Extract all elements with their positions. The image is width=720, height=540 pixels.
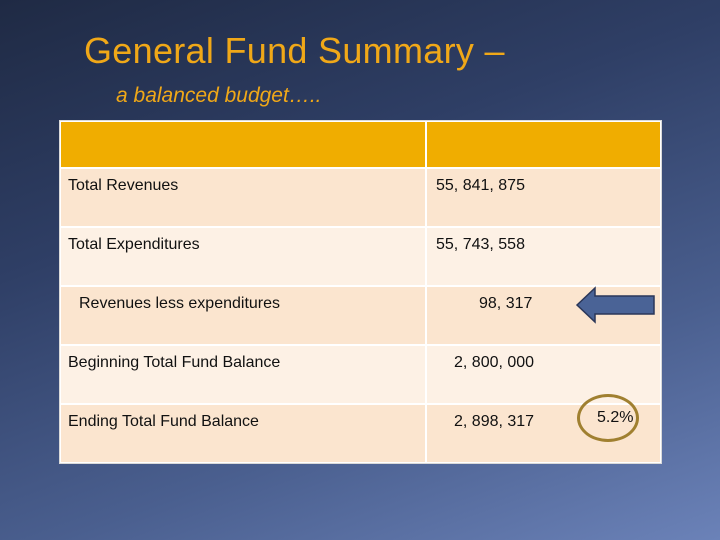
row-label-ending-fund-balance: Ending Total Fund Balance — [60, 404, 426, 463]
row-label-revenues-less-expenditures: Revenues less expenditures — [60, 286, 426, 345]
slide-subtitle: a balanced budget….. — [116, 84, 322, 107]
row-label-beginning-fund-balance: Beginning Total Fund Balance — [60, 345, 426, 404]
ending-balance-percent: 5.2% — [597, 409, 634, 426]
row-value-beginning-fund-balance: 2, 800, 000 — [426, 345, 661, 404]
left-arrow-icon — [575, 286, 655, 324]
row-value-total-revenues: 55, 841, 875 — [426, 168, 661, 227]
row-value-total-expenditures: 55, 743, 558 — [426, 227, 661, 286]
table-header-cell — [60, 121, 426, 168]
percent-highlight-ring — [577, 394, 639, 442]
table-header-cell — [426, 121, 661, 168]
row-label-total-expenditures: Total Expenditures — [60, 227, 426, 286]
slide-title: General Fund Summary – — [84, 30, 505, 71]
row-label-total-revenues: Total Revenues — [60, 168, 426, 227]
fund-summary-table: Total Revenues 55, 841, 875 Total Expend… — [59, 120, 662, 464]
